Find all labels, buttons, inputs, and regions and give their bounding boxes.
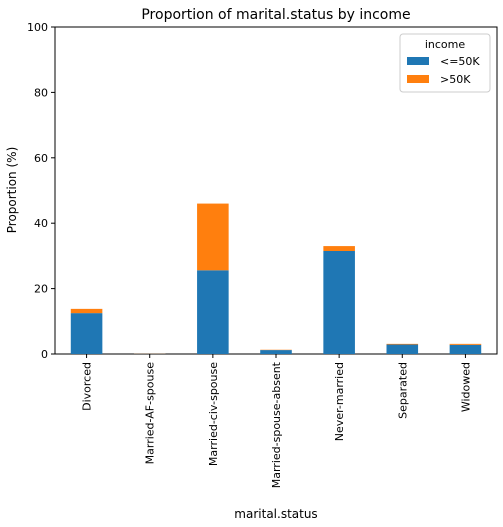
x-axis-label: marital.status xyxy=(234,507,317,521)
x-tick-label: Married-AF-spouse xyxy=(144,362,157,465)
bar-le50k xyxy=(197,270,229,354)
bar-gt50k xyxy=(197,203,229,271)
x-tick-label: Married-civ-spouse xyxy=(207,362,220,466)
y-tick-label: 80 xyxy=(34,86,48,99)
legend-label-gt50k: >50K xyxy=(440,73,471,86)
bar-le50k xyxy=(323,250,355,354)
y-tick-label: 60 xyxy=(34,152,48,165)
legend-swatch-le50k xyxy=(407,57,429,65)
bar-gt50k xyxy=(70,308,103,314)
y-tick-label: 100 xyxy=(27,21,48,34)
y-tick-label: 20 xyxy=(34,283,48,296)
legend-label-le50k: <=50K xyxy=(440,55,480,68)
y-tick-label: 0 xyxy=(41,348,48,361)
x-tick-label: Never-married xyxy=(333,362,346,441)
x-tick-label: Divorced xyxy=(81,362,94,411)
chart-title: Proportion of marital.status by income xyxy=(141,7,410,23)
bar-le50k xyxy=(70,313,103,354)
bar-gt50k xyxy=(386,343,419,345)
x-tick-label: Widowed xyxy=(459,362,472,412)
bar-le50k xyxy=(260,350,292,354)
bar-gt50k xyxy=(449,343,482,345)
y-tick-label: 40 xyxy=(34,217,48,230)
legend-title: income xyxy=(425,38,466,51)
x-tick-label: Separated xyxy=(396,362,409,419)
bar-le50k xyxy=(386,344,419,354)
bar-gt50k xyxy=(323,246,355,251)
bar-le50k xyxy=(449,344,482,354)
y-axis-label: Proportion (%) xyxy=(5,147,19,234)
x-axis: Divorced Married-AF-spouse Married-civ-spo… xyxy=(81,354,472,488)
x-tick-label: Married-spouse-absent xyxy=(270,361,283,488)
legend: income <=50K >50K xyxy=(399,33,491,93)
y-axis: 0 20 40 60 80 100 xyxy=(27,21,55,361)
bars xyxy=(70,203,482,354)
legend-swatch-gt50k xyxy=(407,75,429,83)
